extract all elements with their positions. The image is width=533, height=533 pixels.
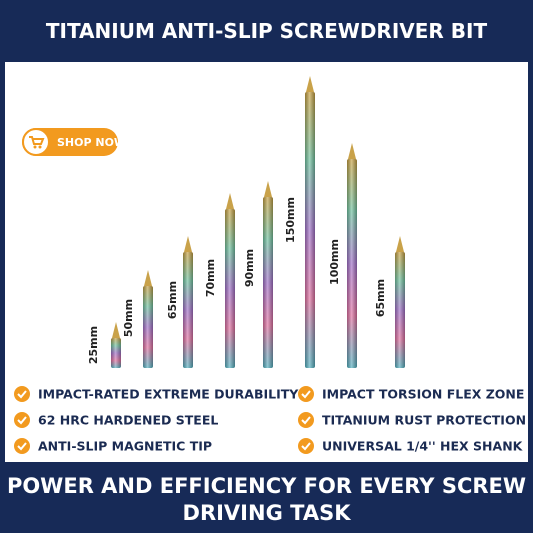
bit-shine (111, 338, 121, 368)
footer-line: DRIVING TASK (183, 501, 352, 525)
bit-length-label: 65mm (374, 279, 387, 317)
check-mark (301, 390, 311, 399)
bit-tip (144, 270, 152, 286)
bit-length-label: 70mm (204, 259, 217, 297)
bit-tip (112, 322, 120, 338)
bit-length-label: 50mm (122, 299, 135, 337)
bit-tip (306, 76, 314, 92)
check-icon (298, 438, 314, 454)
bit-tip (264, 181, 272, 197)
screwdriver-bit (263, 181, 273, 368)
cart-wheel (33, 145, 37, 149)
title: TITANIUM ANTI-SLIP SCREWDRIVER BIT (46, 19, 488, 43)
bit-shine (183, 252, 193, 368)
bit-tip (396, 236, 404, 252)
bit-length-label: 100mm (328, 239, 341, 285)
bit-length-label: 150mm (284, 197, 297, 243)
feature-text: IMPACT-RATED EXTREME DURABILITY (38, 387, 299, 402)
bit-length-label: 65mm (166, 281, 179, 319)
screwdriver-bit (183, 236, 193, 368)
footer-line: POWER AND EFFICIENCY FOR EVERY SCREW (7, 474, 526, 498)
screwdriver-bit (225, 193, 235, 368)
shop-now-button[interactable]: SHOP NOW (22, 128, 126, 156)
check-icon (298, 412, 314, 428)
screwdriver-bit (305, 76, 315, 368)
feature-text: UNIVERSAL 1/4'' HEX SHANK (322, 439, 524, 454)
screwdriver-bit (395, 236, 405, 368)
check-icon (14, 438, 30, 454)
check-icon (14, 386, 30, 402)
screwdriver-bit (347, 143, 357, 368)
bit-length-label: 25mm (87, 326, 100, 364)
check-mark (301, 442, 311, 451)
cart-icon (29, 136, 45, 145)
bit-tip (184, 236, 192, 252)
feature-text: ANTI-SLIP MAGNETIC TIP (38, 439, 212, 454)
check-mark (17, 390, 27, 399)
check-mark (17, 416, 27, 425)
check-icon (298, 386, 314, 402)
bit-shine (225, 209, 235, 368)
bit-shine (263, 197, 273, 368)
screwdriver-bit (111, 322, 121, 368)
cart-wheel (38, 145, 42, 149)
button-label[interactable]: SHOP NOW (57, 136, 126, 149)
feature-text: 62 HRC HARDENED STEEL (38, 413, 218, 428)
bit-shine (395, 252, 405, 368)
bit-shine (305, 92, 315, 368)
check-icon (14, 412, 30, 428)
bit-shine (347, 159, 357, 368)
bit-tip (226, 193, 234, 209)
screwdriver-bit (143, 270, 153, 368)
check-mark (17, 442, 27, 451)
feature-text: TITANIUM RUST PROTECTION (322, 413, 526, 428)
bit-tip (348, 143, 356, 159)
bit-length-label: 90mm (243, 249, 256, 287)
check-mark (301, 416, 311, 425)
feature-text: IMPACT TORSION FLEX ZONE (322, 387, 524, 402)
bit-shine (143, 286, 153, 368)
cart-icon-bg (22, 128, 50, 156)
